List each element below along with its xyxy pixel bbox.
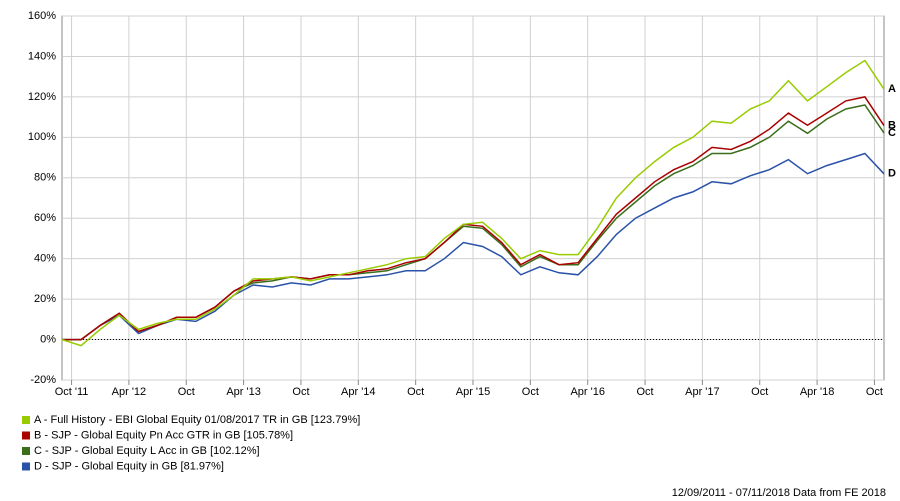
x-tick-label: Apr '17	[685, 386, 720, 398]
legend-swatch	[22, 462, 30, 471]
x-tick-label: Apr '14	[341, 386, 376, 398]
footnote: 12/09/2011 - 07/11/2018 Data from FE 201…	[672, 487, 886, 499]
end-label: D	[888, 168, 896, 180]
x-tick-label: Apr '18	[800, 386, 835, 398]
x-tick-label: Apr '13	[226, 386, 261, 398]
legend-label: D - SJP - Global Equity in GB [81.97%]	[34, 460, 224, 472]
legend-label: C - SJP - Global Equity L Acc in GB [102…	[34, 445, 260, 457]
legend-swatch	[22, 447, 30, 455]
legend-swatch	[22, 416, 30, 424]
end-label: A	[888, 83, 896, 95]
y-tick-label: -20%	[30, 374, 56, 386]
y-tick-label: 160%	[28, 10, 56, 22]
x-tick-label: Oct	[522, 386, 539, 398]
y-tick-label: 120%	[28, 91, 56, 103]
x-tick-label: Oct '11	[55, 386, 89, 398]
x-tick-label: Oct	[751, 386, 768, 398]
x-tick-label: Apr '16	[570, 386, 605, 398]
x-tick-label: Oct	[636, 386, 653, 398]
legend-swatch	[22, 431, 30, 440]
series-line	[62, 152, 885, 341]
y-tick-label: 80%	[34, 172, 56, 184]
x-tick-label: Apr '15	[456, 386, 491, 398]
y-tick-label: 40%	[34, 253, 56, 265]
x-tick-label: Oct	[178, 386, 195, 398]
series-line	[62, 96, 885, 341]
x-tick-label: Oct	[407, 386, 424, 398]
legend-label: B - SJP - Global Equity Pn Acc GTR in GB…	[34, 429, 293, 441]
x-tick-label: Oct	[866, 386, 883, 398]
y-tick-label: 0%	[40, 333, 56, 345]
end-label: B	[888, 120, 896, 132]
series-line	[61, 59, 885, 347]
y-tick-label: 100%	[28, 131, 56, 143]
legend-label: A - Full History - EBI Global Equity 01/…	[34, 414, 360, 426]
x-tick-label: Apr '12	[112, 386, 147, 398]
y-tick-label: 20%	[34, 293, 56, 305]
y-tick-label: 60%	[34, 212, 56, 224]
x-tick-label: Oct	[292, 386, 309, 398]
end-label: C	[888, 127, 896, 139]
y-tick-label: 140%	[28, 50, 56, 62]
